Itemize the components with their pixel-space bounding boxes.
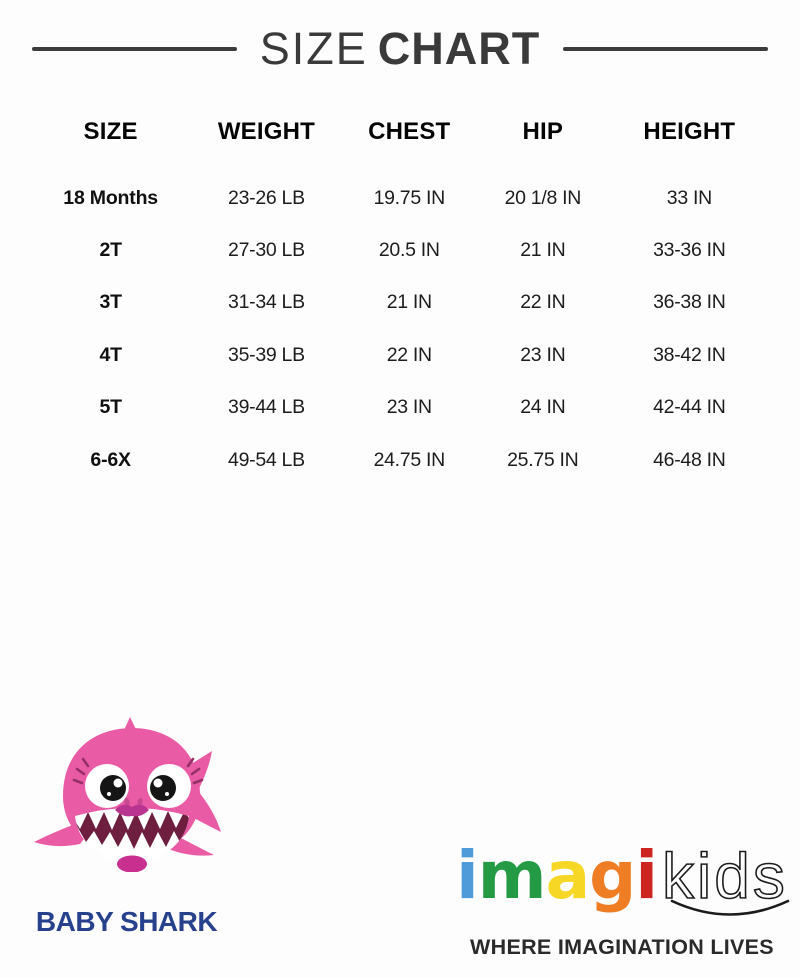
table-row: 6-6X 49-54 LB 24.75 IN 25.75 IN 46-48 IN <box>29 434 771 486</box>
column-header-chest: CHEST <box>368 118 451 145</box>
chest-cell: 19.75 IN <box>373 186 446 209</box>
column-header-height: HEIGHT <box>643 118 736 145</box>
title-word-chart: CHART <box>377 23 541 74</box>
size-table: SIZE WEIGHT CHEST HIP HEIGHT 18 Months 2… <box>29 115 771 486</box>
letter-m: m <box>477 837 547 914</box>
weight-cell: 23-26 LB <box>228 186 305 209</box>
weight-cell: 27-30 LB <box>228 239 305 262</box>
table-row: 18 Months 23-26 LB 19.75 IN 20 1/8 IN 33… <box>29 172 771 224</box>
smile-arc-icon <box>670 899 790 916</box>
hip-cell: 20 1/8 IN <box>504 186 582 209</box>
weight-cell: 35-39 LB <box>228 343 305 366</box>
letter-i-2: i <box>635 837 658 914</box>
table-row: 4T 35-39 LB 22 IN 23 IN 38-42 IN <box>29 329 771 381</box>
height-cell: 36-38 IN <box>653 291 726 314</box>
size-cell: 4T <box>99 343 122 366</box>
title-row: SIZE CHART <box>0 0 800 71</box>
size-cell: 6-6X <box>90 448 131 471</box>
chest-cell: 22 IN <box>386 343 432 366</box>
height-cell: 33-36 IN <box>653 239 726 262</box>
height-cell: 33 IN <box>666 186 712 209</box>
column-header-weight: WEIGHT <box>217 118 316 145</box>
size-table-rows: 18 Months 23-26 LB 19.75 IN 20 1/8 IN 33… <box>29 172 771 486</box>
height-cell: 42-44 IN <box>653 396 726 419</box>
weight-cell: 31-34 LB <box>228 291 305 314</box>
baby-shark-wordmark: BABY SHARK <box>35 906 218 937</box>
kids-word: kids <box>661 840 788 912</box>
letter-a: a <box>545 837 591 914</box>
size-cell: 18 Months <box>63 186 158 209</box>
height-cell: 38-42 IN <box>653 343 726 366</box>
title-rule-left <box>31 46 237 51</box>
size-table-header: SIZE WEIGHT CHEST HIP HEIGHT <box>29 115 771 149</box>
column-header-hip: HIP <box>522 118 564 145</box>
table-row: 2T 27-30 LB 20.5 IN 21 IN 33-36 IN <box>29 224 771 276</box>
imagikids-logo: i m a g i kids WHERE IMAGINATION LIVES <box>448 843 796 959</box>
size-cell: 2T <box>99 239 122 262</box>
chest-cell: 21 IN <box>386 291 432 314</box>
table-row: 5T 39-44 LB 23 IN 24 IN 42-44 IN <box>29 382 771 434</box>
baby-shark-logo <box>28 714 228 873</box>
title-word-size: SIZE <box>259 23 368 74</box>
chest-cell: 20.5 IN <box>378 239 440 262</box>
weight-cell: 49-54 LB <box>228 448 305 471</box>
baby-shark-mascot-icon <box>34 717 221 873</box>
letter-i-1: i <box>456 837 479 914</box>
size-cell: 3T <box>99 291 122 314</box>
hip-cell: 25.75 IN <box>507 448 579 471</box>
hip-cell: 22 IN <box>520 291 566 314</box>
page-title: SIZE CHART <box>260 26 541 71</box>
column-header-size: SIZE <box>83 118 138 145</box>
hip-cell: 23 IN <box>520 343 566 366</box>
height-cell: 46-48 IN <box>653 448 726 471</box>
title-rule-right <box>563 46 769 51</box>
hip-cell: 21 IN <box>520 239 566 262</box>
size-cell: 5T <box>99 396 122 419</box>
kids-word-wrap: kids <box>661 843 790 916</box>
letter-g: g <box>589 837 636 914</box>
imagikids-wordmark: i m a g i kids <box>448 843 796 931</box>
hip-cell: 24 IN <box>520 396 566 419</box>
imagikids-tagline: WHERE IMAGINATION LIVES <box>470 935 774 959</box>
chest-cell: 23 IN <box>386 396 432 419</box>
chest-cell: 24.75 IN <box>373 448 446 471</box>
table-row: 3T 31-34 LB 21 IN 22 IN 36-38 IN <box>29 277 771 329</box>
weight-cell: 39-44 LB <box>228 396 305 419</box>
